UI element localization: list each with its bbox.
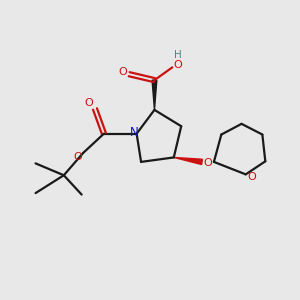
- Text: H: H: [174, 50, 182, 61]
- Polygon shape: [174, 158, 202, 164]
- Text: O: O: [173, 60, 182, 70]
- Text: O: O: [74, 152, 82, 162]
- Text: O: O: [85, 98, 93, 108]
- Text: O: O: [203, 158, 212, 168]
- Text: N: N: [130, 126, 139, 139]
- Polygon shape: [152, 80, 157, 110]
- Text: O: O: [118, 67, 127, 77]
- Text: O: O: [247, 172, 256, 182]
